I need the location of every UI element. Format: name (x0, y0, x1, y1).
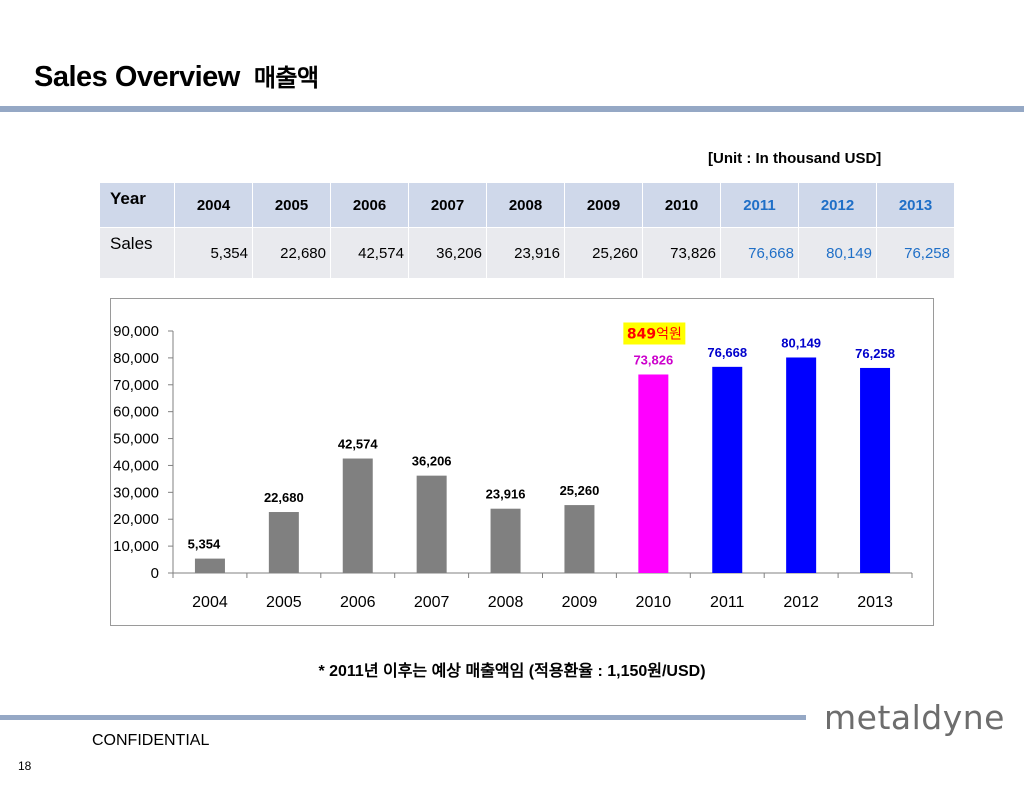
bar-2005 (268, 512, 299, 573)
x-tick-label: 2006 (340, 594, 376, 611)
bar-value-label: 80,149 (781, 335, 821, 350)
sales-cell: 5,354 (174, 227, 253, 279)
sales-cell: 42,574 (330, 227, 409, 279)
footer-divider (0, 715, 806, 720)
y-tick-label: 10,000 (113, 538, 159, 555)
sales-cell-forecast: 80,149 (798, 227, 877, 279)
sales-chart: 0 10,000 20,000 30,000 40,000 50,000 60,000 70,… (110, 298, 934, 626)
sales-cell: 23,916 (486, 227, 565, 279)
bar-chart-svg: 0 10,000 20,000 30,000 40,000 50,000 60,000 70,… (113, 322, 913, 611)
bar-2013 (860, 367, 891, 573)
title-kr: 매출액 (253, 64, 319, 92)
bar-value-label: 36,206 (412, 454, 452, 469)
x-tick-label: 2013 (857, 594, 893, 611)
year-cell: 2005 (252, 182, 331, 228)
bar-value-label: 42,574 (338, 437, 379, 452)
bar-2006 (342, 458, 373, 573)
unit-label: [Unit : In thousand USD] (708, 150, 882, 167)
sales-cell: 22,680 (252, 227, 331, 279)
x-tick-label: 2005 (266, 594, 302, 611)
logo-text: metaldyne (824, 698, 1005, 737)
y-tick-label: 40,000 (113, 457, 159, 474)
year-cell-forecast: 2011 (720, 182, 799, 228)
page-number: 18 (18, 759, 32, 773)
x-tick-label: 2010 (636, 594, 672, 611)
year-cell: 2009 (564, 182, 643, 228)
y-tick-label: 50,000 (113, 431, 159, 448)
bar-value-label: 23,916 (486, 487, 526, 502)
x-tick-label: 2012 (783, 594, 819, 611)
x-tick-label: 2008 (488, 594, 524, 611)
y-tick-label: 0 (151, 565, 159, 582)
sales-cell-forecast: 76,258 (876, 227, 955, 279)
bar-2011 (712, 366, 743, 573)
bar-value-label: 22,680 (264, 490, 304, 505)
year-cell: 2007 (408, 182, 487, 228)
bar-value-label: 5,354 (188, 537, 221, 552)
annotation-highlight (623, 322, 686, 345)
x-tick-label: 2011 (710, 594, 745, 611)
bar-2009 (564, 505, 595, 573)
year-cell-forecast: 2013 (876, 182, 955, 228)
bar-2012 (786, 357, 817, 573)
y-tick-label: 60,000 (113, 404, 159, 421)
sales-cell: 36,206 (408, 227, 487, 279)
title-en: Sales Overview (34, 61, 240, 93)
header-divider (0, 106, 1024, 112)
bar-value-label: 76,258 (855, 346, 895, 361)
year-cell: 2010 (642, 182, 721, 228)
y-tick-label: 20,000 (113, 511, 159, 528)
row-header-sales: Sales (99, 227, 175, 279)
forecast-note: * 2011년 이후는 예상 매출액임 (적용환율 : 1,150원/USD) (318, 663, 706, 680)
bar-2010 (638, 374, 669, 573)
year-cell: 2008 (486, 182, 565, 228)
row-header-year: Year (99, 182, 175, 228)
confidential-label: CONFIDENTIAL (92, 732, 210, 749)
metaldyne-logo: metaldyne (824, 698, 1005, 737)
bar-value-label: 73,826 (633, 352, 673, 367)
y-tick-label: 80,000 (113, 350, 159, 367)
bar-2008 (490, 508, 521, 573)
x-tick-label: 2007 (414, 594, 450, 611)
sales-cell: 73,826 (642, 227, 721, 279)
bar-2004 (194, 558, 225, 573)
table-row-sales: Sales 5,354 22,680 42,574 36,206 23,916 … (99, 227, 955, 279)
table-row-year: Year 2004 2005 2006 2007 2008 2009 2010 … (99, 182, 955, 228)
sales-table: Year 2004 2005 2006 2007 2008 2009 2010 … (99, 182, 955, 279)
year-cell: 2006 (330, 182, 409, 228)
x-tick-label: 2004 (192, 594, 228, 611)
sales-cell-forecast: 76,668 (720, 227, 799, 279)
y-tick-label: 30,000 (113, 484, 159, 501)
y-tick-label: 90,000 (113, 323, 159, 340)
bar-2007 (416, 475, 447, 573)
annotation-label: 849억원 (627, 326, 682, 342)
sales-cell: 25,260 (564, 227, 643, 279)
page-title: Sales Overview 매출액 (34, 58, 319, 94)
bar-value-label: 76,668 (707, 345, 747, 360)
y-tick-label: 70,000 (113, 377, 159, 394)
x-tick-label: 2009 (562, 594, 598, 611)
annotation-unit: 억원 (656, 326, 682, 342)
year-cell-forecast: 2012 (798, 182, 877, 228)
annotation-number: 849 (627, 326, 656, 342)
bar-value-label: 25,260 (560, 483, 600, 498)
year-cell: 2004 (174, 182, 253, 228)
